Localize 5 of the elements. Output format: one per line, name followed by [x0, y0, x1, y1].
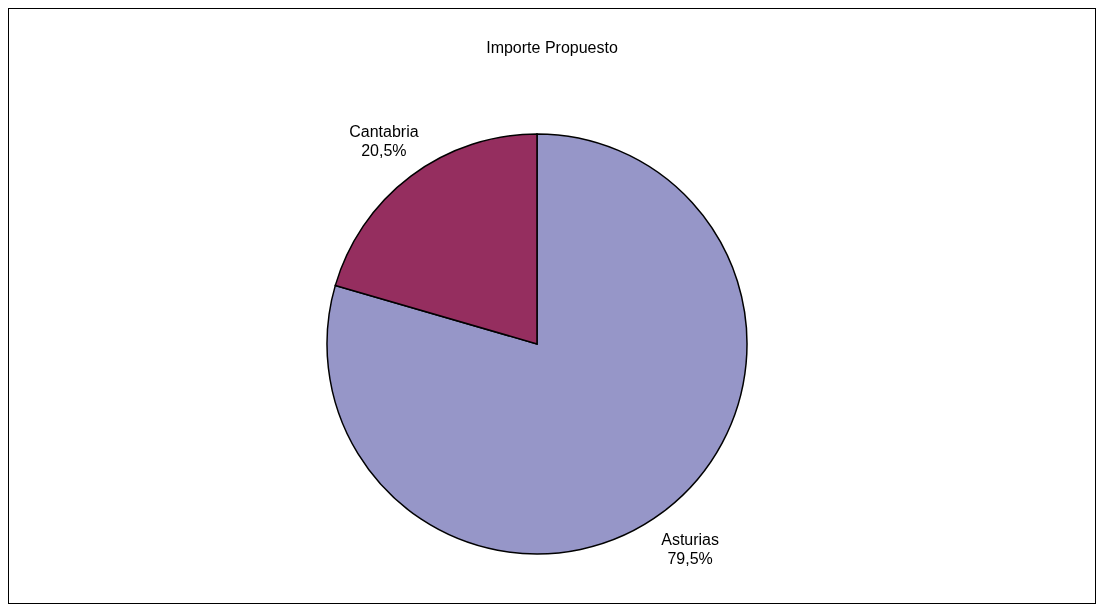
slice-label: Cantabria [349, 122, 419, 140]
data-label: 20,5% [361, 142, 407, 160]
slice-label: Asturias [661, 530, 720, 548]
data-label: 79,5% [667, 549, 713, 567]
chart-title: Importe Propuesto [485, 39, 619, 57]
